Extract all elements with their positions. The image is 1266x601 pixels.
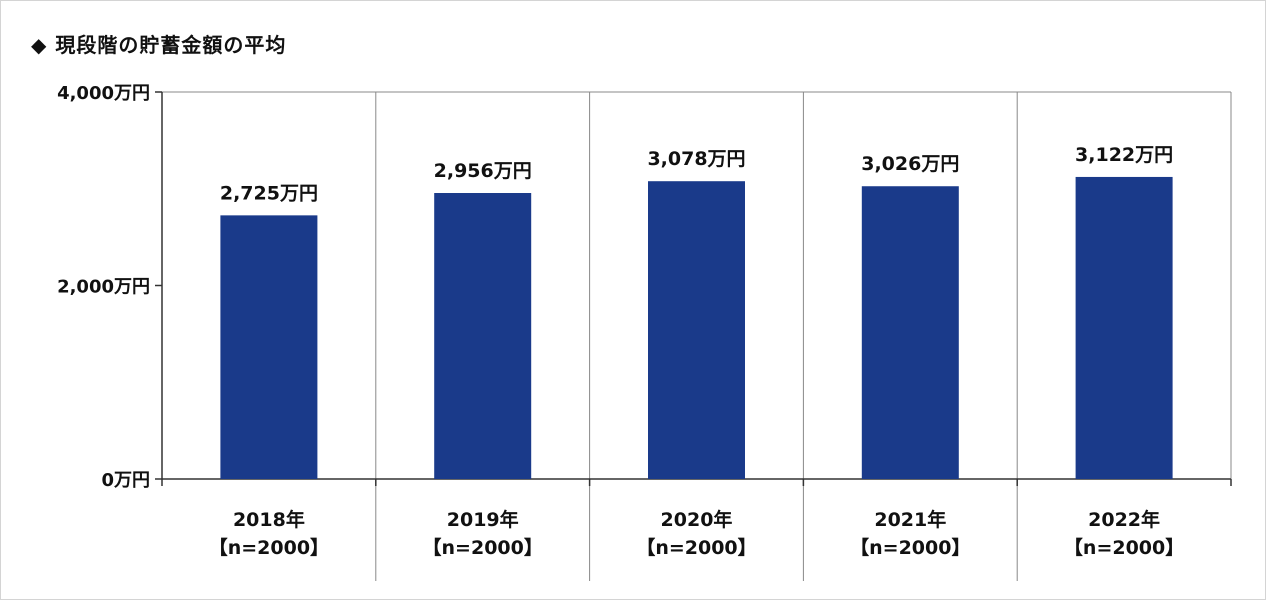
x-category-sublabel: 【n=2000】 [209, 536, 329, 559]
bar [434, 193, 532, 479]
x-category-sublabel: 【n=2000】 [423, 536, 543, 559]
x-category-label: 2018年 [233, 508, 305, 531]
x-category-label: 2021年 [874, 508, 946, 531]
bar-value-label: 3,122万円 [1075, 144, 1173, 166]
y-tick-label: 4,000万円 [57, 83, 150, 104]
bar [220, 215, 318, 479]
chart-title: ◆ 現段階の貯蓄金額の平均 [31, 33, 287, 57]
x-category-label: 2022年 [1088, 508, 1160, 531]
x-category-sublabel: 【n=2000】 [636, 536, 756, 559]
x-category-sublabel: 【n=2000】 [1064, 536, 1184, 559]
x-category-sublabel: 【n=2000】 [850, 536, 970, 559]
bar-value-label: 3,026万円 [861, 153, 959, 175]
bar [1075, 176, 1173, 479]
bar [648, 181, 745, 480]
y-tick-label: 0万円 [101, 470, 150, 491]
bar-value-label: 2,956万円 [434, 160, 532, 182]
bar-value-label: 2,725万円 [220, 182, 318, 204]
y-tick-label: 2,000万円 [57, 277, 150, 298]
bar [861, 186, 959, 479]
x-category-label: 2020年 [661, 508, 733, 531]
bar-value-label: 3,078万円 [647, 148, 745, 170]
x-category-label: 2019年 [447, 508, 519, 531]
